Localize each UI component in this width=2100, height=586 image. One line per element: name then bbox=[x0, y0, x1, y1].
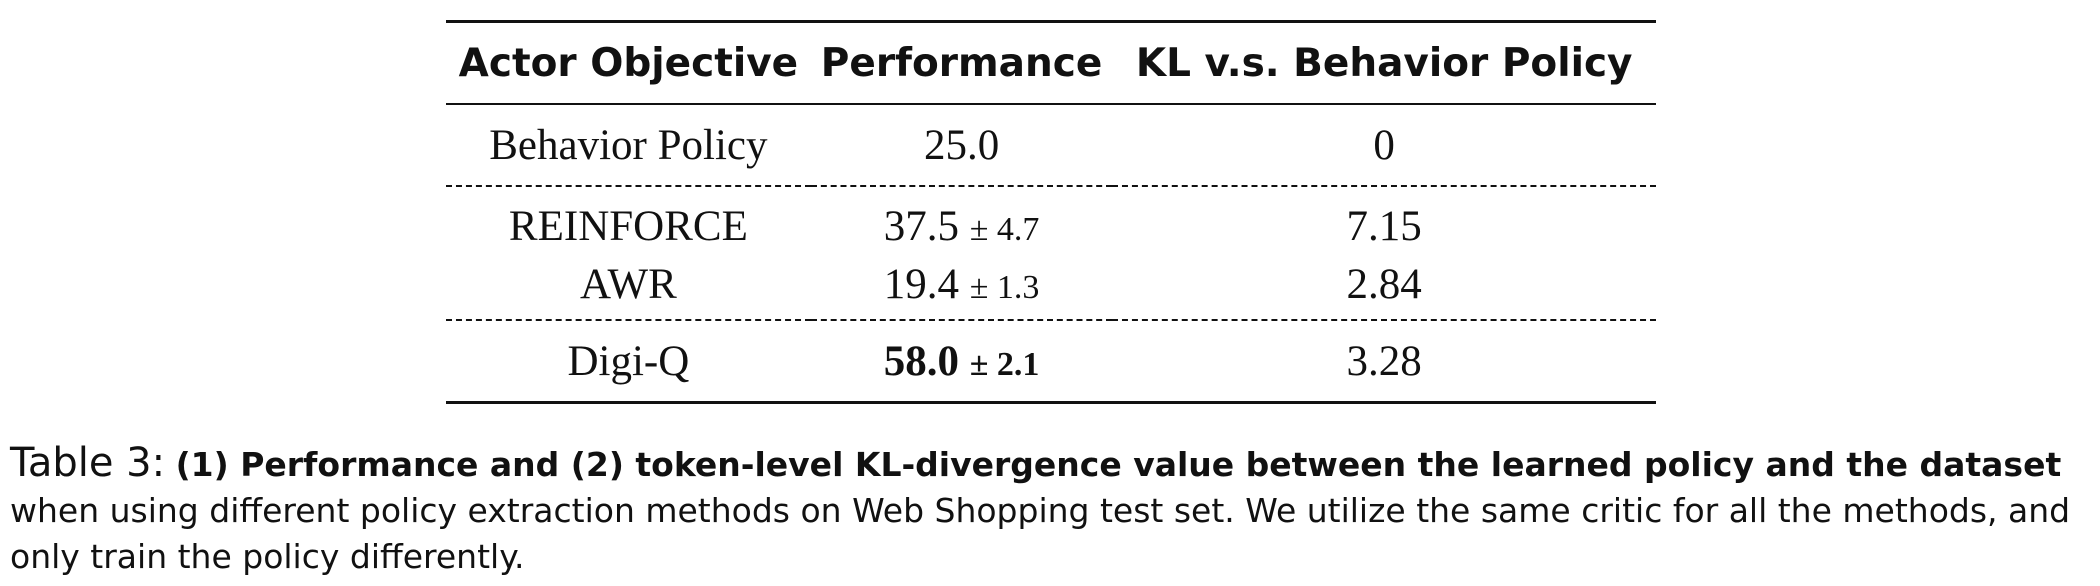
performance-std: ± 2.1 bbox=[969, 345, 1040, 383]
table-body: Behavior Policy 25.0 0 REINFORCE 37.5 ± … bbox=[446, 104, 1656, 404]
cell-kl: 0 bbox=[1373, 121, 1395, 169]
cell-objective: REINFORCE bbox=[446, 185, 811, 255]
performance-value: 37.5 bbox=[883, 202, 959, 250]
caption-text: when using different policy extraction m… bbox=[10, 491, 2071, 576]
caption-label: Table 3: bbox=[10, 440, 166, 486]
cell-objective: Digi-Q bbox=[446, 319, 811, 404]
results-table: Actor Objective Performance KL v.s. Beha… bbox=[446, 20, 1656, 404]
table-caption: Table 3: (1) Performance and (2) token-l… bbox=[10, 440, 2090, 580]
results-table-container: Actor Objective Performance KL v.s. Beha… bbox=[446, 20, 1656, 404]
header-actor-objective: Actor Objective bbox=[446, 20, 811, 105]
cell-kl: 3.28 bbox=[1112, 319, 1656, 404]
performance-value: 25.0 bbox=[923, 121, 1000, 169]
table-row: AWR 19.4 ± 1.3 2.84 bbox=[446, 255, 1656, 320]
caption-bold-text: (1) Performance and (2) token-level KL-d… bbox=[175, 445, 2062, 484]
table-row: Digi-Q 58.0 ± 2.1 3.28 bbox=[446, 319, 1656, 404]
cell-objective: Behavior Policy bbox=[489, 121, 768, 169]
header-performance: Performance bbox=[810, 20, 1113, 105]
cell-objective: AWR bbox=[579, 260, 677, 308]
cell-kl: 7.15 bbox=[1112, 185, 1656, 255]
cell-performance: 25.0 bbox=[811, 104, 1113, 186]
performance-value: 58.0 bbox=[883, 337, 959, 385]
performance-std: ± 1.3 bbox=[969, 268, 1040, 306]
cell-kl: 2.84 bbox=[1346, 260, 1422, 308]
cell-performance: 58.0 ± 2.1 bbox=[810, 319, 1113, 404]
table-row: REINFORCE 37.5 ± 4.7 7.15 bbox=[446, 185, 1656, 255]
header-kl: KL v.s. Behavior Policy bbox=[1112, 20, 1656, 105]
header-row: Actor Objective Performance KL v.s. Beha… bbox=[446, 20, 1656, 105]
performance-value: 19.4 bbox=[883, 260, 959, 308]
table-header: Actor Objective Performance KL v.s. Beha… bbox=[446, 20, 1656, 105]
performance-std: ± 4.7 bbox=[969, 210, 1040, 248]
table-row: Behavior Policy 25.0 0 bbox=[446, 104, 1656, 186]
cell-performance: 19.4 ± 1.3 bbox=[811, 255, 1113, 320]
cell-performance: 37.5 ± 4.7 bbox=[810, 185, 1113, 255]
